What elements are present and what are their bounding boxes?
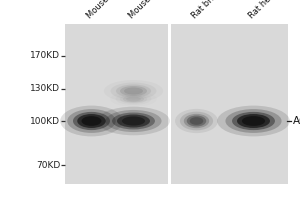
Ellipse shape — [106, 110, 162, 132]
Ellipse shape — [232, 112, 275, 130]
Ellipse shape — [237, 114, 270, 128]
Ellipse shape — [175, 109, 218, 133]
Text: Rat heart: Rat heart — [247, 0, 281, 20]
Ellipse shape — [120, 94, 147, 104]
Ellipse shape — [190, 117, 203, 125]
Ellipse shape — [67, 109, 116, 133]
Ellipse shape — [184, 114, 209, 128]
Text: 100KD: 100KD — [30, 116, 60, 126]
Ellipse shape — [180, 112, 213, 130]
Ellipse shape — [242, 116, 265, 126]
Ellipse shape — [112, 113, 155, 129]
Ellipse shape — [110, 82, 157, 99]
Ellipse shape — [226, 109, 282, 133]
Text: AGO2: AGO2 — [292, 116, 300, 126]
Ellipse shape — [60, 106, 123, 136]
Ellipse shape — [120, 86, 147, 96]
Ellipse shape — [82, 116, 101, 126]
Ellipse shape — [187, 116, 206, 127]
Text: 70KD: 70KD — [36, 160, 60, 170]
Ellipse shape — [123, 96, 144, 102]
Ellipse shape — [77, 114, 106, 128]
Ellipse shape — [217, 106, 290, 136]
Ellipse shape — [73, 112, 110, 130]
Bar — [64, 24, 168, 184]
Ellipse shape — [116, 93, 152, 105]
Ellipse shape — [116, 84, 151, 97]
Ellipse shape — [126, 97, 141, 101]
Text: Rat brain: Rat brain — [190, 0, 224, 20]
Ellipse shape — [124, 87, 143, 94]
Ellipse shape — [104, 80, 163, 102]
Bar — [171, 24, 288, 184]
Ellipse shape — [97, 107, 170, 135]
Text: 130KD: 130KD — [30, 84, 60, 93]
Text: Mouse heart: Mouse heart — [85, 0, 129, 20]
Ellipse shape — [122, 116, 145, 126]
Text: Mouse brain: Mouse brain — [127, 0, 170, 20]
Ellipse shape — [117, 114, 150, 128]
Text: 170KD: 170KD — [30, 51, 60, 60]
